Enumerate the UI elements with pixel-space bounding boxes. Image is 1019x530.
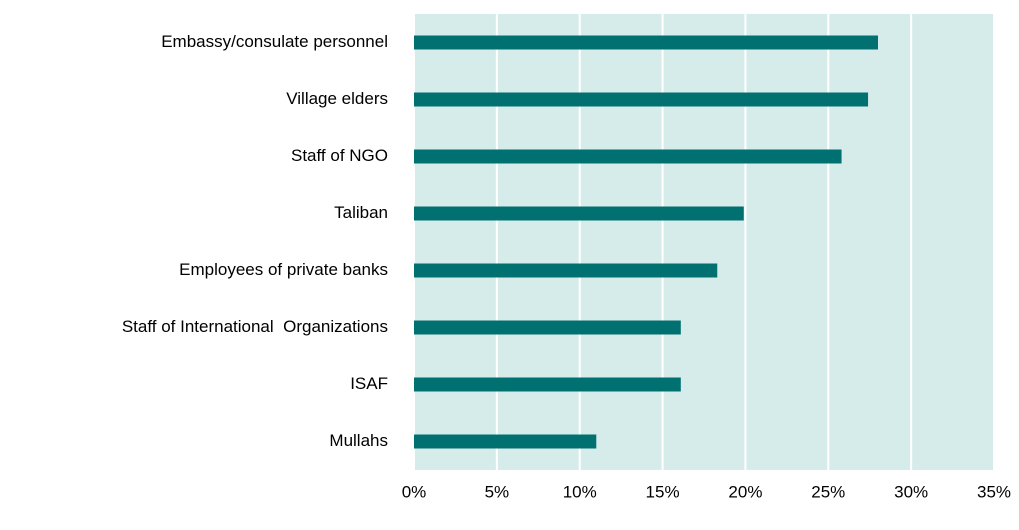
y-tick-label: Village elders — [286, 89, 388, 108]
y-tick-label: ISAF — [350, 374, 388, 393]
x-tick-label: 25% — [811, 482, 845, 501]
y-tick-label: Staff of NGO — [291, 146, 388, 165]
y-tick-label: Staff of International Organizations — [122, 317, 388, 336]
x-tick-label: 0% — [402, 482, 427, 501]
x-tick-label: 35% — [977, 482, 1011, 501]
plot-area — [414, 14, 994, 470]
x-tick-label: 5% — [485, 482, 510, 501]
bar — [414, 434, 597, 449]
bar — [414, 320, 681, 335]
bar — [414, 92, 869, 107]
bar — [414, 35, 878, 50]
x-tick-label: 15% — [646, 482, 680, 501]
y-tick-label: Mullahs — [329, 431, 388, 450]
bar — [414, 263, 718, 278]
y-tick-label: Employees of private banks — [179, 260, 388, 279]
x-tick-label: 10% — [563, 482, 597, 501]
x-tick-label: 20% — [728, 482, 762, 501]
bar — [414, 149, 842, 164]
y-tick-label: Taliban — [334, 203, 388, 222]
bar — [414, 206, 744, 221]
bar — [414, 377, 681, 392]
y-tick-label: Embassy/consulate personnel — [161, 32, 388, 51]
x-tick-label: 30% — [894, 482, 928, 501]
